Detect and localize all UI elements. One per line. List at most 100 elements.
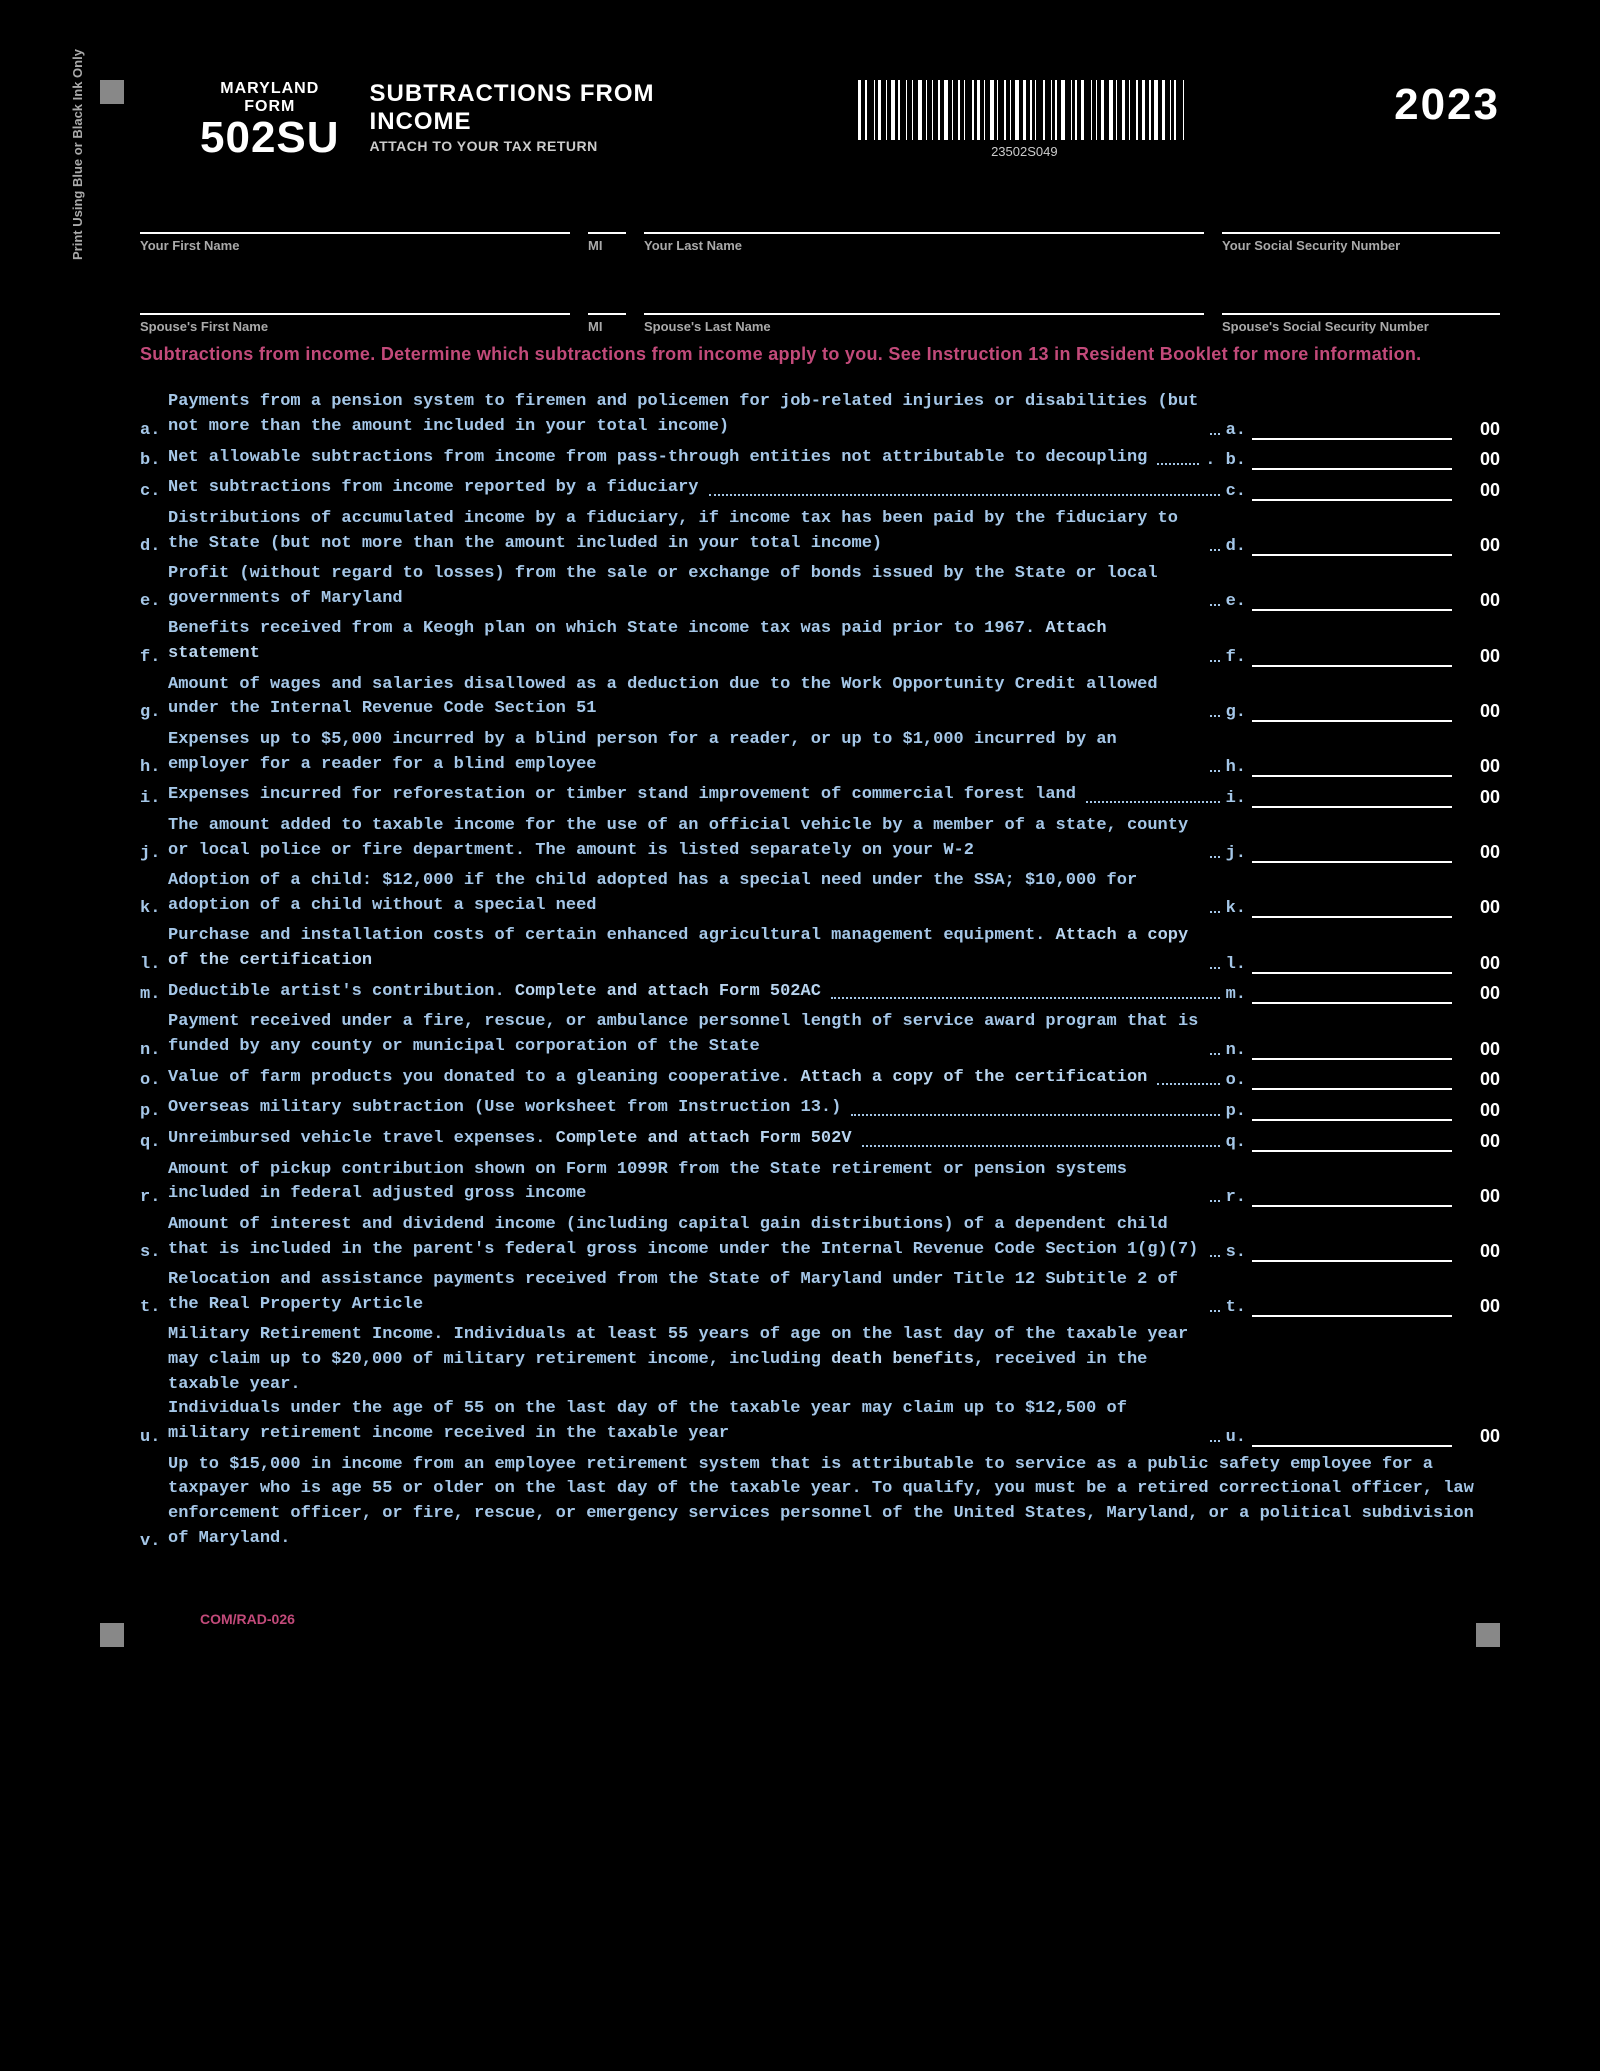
item-text: Overseas military subtraction (Use works…	[168, 1096, 847, 1121]
amount-field[interactable]	[1252, 647, 1452, 667]
item-letter: e.	[140, 592, 168, 611]
amount-field[interactable]	[1252, 1132, 1452, 1152]
amount-field[interactable]	[1252, 898, 1452, 918]
item-letter: o.	[140, 1071, 168, 1090]
ssn-field[interactable]	[1222, 200, 1500, 234]
leader-dots	[1157, 1083, 1219, 1085]
item-suffix: l.	[1224, 955, 1252, 974]
amount-field[interactable]	[1252, 1427, 1452, 1447]
spouse-first-name-label: Spouse's First Name	[140, 319, 570, 334]
line-item: o.Value of farm products you donated to …	[140, 1066, 1500, 1091]
barcode-block: 23502S049	[705, 80, 1345, 159]
amount-cents: 00	[1452, 1426, 1500, 1447]
line-item: u.Military Retirement Income. Individual…	[140, 1323, 1500, 1446]
item-letter: a.	[140, 421, 168, 440]
item-suffix: c.	[1224, 482, 1252, 501]
amount-field[interactable]	[1252, 757, 1452, 777]
amount-cents: 00	[1452, 787, 1500, 808]
amount-cents: 00	[1452, 646, 1500, 667]
line-item: d.Distributions of accumulated income by…	[140, 507, 1500, 556]
amount-field[interactable]	[1252, 1297, 1452, 1317]
amount-field[interactable]	[1252, 843, 1452, 863]
line-item: s.Amount of interest and dividend income…	[140, 1213, 1500, 1262]
amount-field[interactable]	[1252, 954, 1452, 974]
item-letter: q.	[140, 1133, 168, 1152]
line-item: n.Payment received under a fire, rescue,…	[140, 1010, 1500, 1059]
line-item: h.Expenses up to $5,000 incurred by a bl…	[140, 728, 1500, 777]
amount-field[interactable]	[1252, 1242, 1452, 1262]
amount-cents: 00	[1452, 1186, 1500, 1207]
amount-field[interactable]	[1252, 788, 1452, 808]
item-text: Expenses up to $5,000 incurred by a blin…	[168, 728, 1206, 777]
mi-field[interactable]	[588, 200, 626, 234]
leader-dots	[1210, 911, 1220, 913]
corner-marker	[100, 80, 124, 104]
amount-field[interactable]	[1252, 420, 1452, 440]
line-item: b.Net allowable subtractions from income…	[140, 446, 1500, 471]
amount-field[interactable]	[1252, 702, 1452, 722]
item-text: Profit (without regard to losses) from t…	[168, 562, 1206, 611]
item-letter: p.	[140, 1102, 168, 1121]
spouse-mi-field[interactable]	[588, 281, 626, 315]
spouse-ssn-field[interactable]	[1222, 281, 1500, 315]
item-text: Distributions of accumulated income by a…	[168, 507, 1206, 556]
item-text: Amount of pickup contribution shown on F…	[168, 1158, 1206, 1207]
amount-field[interactable]	[1252, 591, 1452, 611]
spouse-last-name-field[interactable]	[644, 281, 1204, 315]
spouse-first-name-field[interactable]	[140, 281, 570, 315]
item-text: Relocation and assistance payments recei…	[168, 1268, 1206, 1317]
spouse-last-name-label: Spouse's Last Name	[644, 319, 1204, 334]
spouse-name-row	[140, 281, 1500, 315]
item-text: Expenses incurred for reforestation or t…	[168, 783, 1082, 808]
line-item: e.Profit (without regard to losses) from…	[140, 562, 1500, 611]
item-suffix: f.	[1224, 648, 1252, 667]
line-item: l.Purchase and installation costs of cer…	[140, 924, 1500, 973]
line-item: i.Expenses incurred for reforestation or…	[140, 783, 1500, 808]
item-letter: j.	[140, 844, 168, 863]
vertical-instruction: Print Using Blue or Black Ink Only	[70, 49, 85, 260]
leader-dots	[1086, 801, 1220, 803]
line-item: v.Up to $15,000 in income from an employ…	[140, 1453, 1500, 1552]
amount-field[interactable]	[1252, 984, 1452, 1004]
leader-dots	[1210, 856, 1220, 858]
item-suffix: m.	[1224, 985, 1252, 1004]
first-name-field[interactable]	[140, 200, 570, 234]
line-item: f.Benefits received from a Keogh plan on…	[140, 617, 1500, 666]
item-suffix: g.	[1224, 703, 1252, 722]
form-title-line2: INCOME	[370, 108, 655, 136]
item-suffix: q.	[1224, 1133, 1252, 1152]
amount-field[interactable]	[1252, 1101, 1452, 1121]
taxpayer-labels: Your First Name MI Your Last Name Your S…	[140, 238, 1500, 253]
amount-field[interactable]	[1252, 536, 1452, 556]
amount-cents: 00	[1452, 1131, 1500, 1152]
last-name-field[interactable]	[644, 200, 1204, 234]
amount-field[interactable]	[1252, 450, 1452, 470]
item-text: Net subtractions from income reported by…	[168, 476, 705, 501]
amount-field[interactable]	[1252, 481, 1452, 501]
item-suffix: r.	[1224, 1188, 1252, 1207]
item-letter: b.	[140, 451, 168, 470]
item-text: Value of farm products you donated to a …	[168, 1066, 1153, 1091]
amount-field[interactable]	[1252, 1187, 1452, 1207]
barcode-label: 23502S049	[991, 144, 1058, 159]
item-letter: d.	[140, 537, 168, 556]
leader-dots	[1210, 770, 1220, 772]
first-name-label: Your First Name	[140, 238, 570, 253]
form-number: 502SU	[200, 116, 340, 160]
leader-dots	[709, 494, 1220, 496]
line-item: p.Overseas military subtraction (Use wor…	[140, 1096, 1500, 1121]
leader-dots	[1210, 604, 1220, 606]
line-item: a.Payments from a pension system to fire…	[140, 390, 1500, 439]
item-letter: v.	[140, 1532, 168, 1551]
item-letter: k.	[140, 899, 168, 918]
amount-cents: 00	[1452, 1100, 1500, 1121]
item-text: Amount of interest and dividend income (…	[168, 1213, 1206, 1262]
item-text: Payments from a pension system to fireme…	[168, 390, 1206, 439]
amount-field[interactable]	[1252, 1040, 1452, 1060]
leader-dots	[1157, 463, 1199, 465]
amount-field[interactable]	[1252, 1070, 1452, 1090]
amount-cents: 00	[1452, 1296, 1500, 1317]
item-text: Amount of wages and salaries disallowed …	[168, 673, 1206, 722]
leader-dots	[1210, 1310, 1220, 1312]
leader-dots	[862, 1145, 1220, 1147]
